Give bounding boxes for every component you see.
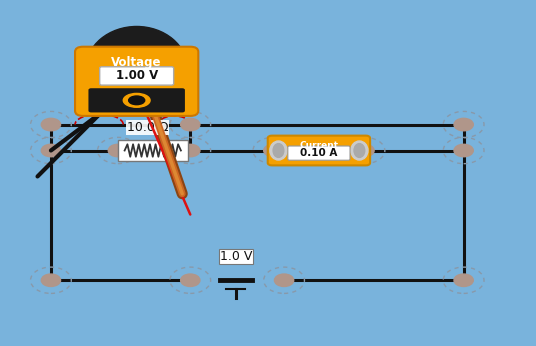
Circle shape: [181, 118, 200, 131]
Circle shape: [108, 144, 128, 157]
Circle shape: [454, 274, 473, 286]
Text: 10.0 Ω: 10.0 Ω: [126, 121, 168, 134]
FancyBboxPatch shape: [88, 88, 185, 112]
Ellipse shape: [86, 27, 188, 112]
Circle shape: [454, 118, 473, 131]
Ellipse shape: [351, 141, 368, 160]
FancyBboxPatch shape: [267, 136, 370, 165]
Text: 1.00 V: 1.00 V: [116, 69, 158, 82]
FancyBboxPatch shape: [100, 67, 174, 85]
Bar: [91, 52, 182, 69]
Ellipse shape: [123, 93, 150, 107]
Text: 0.10 A: 0.10 A: [300, 148, 338, 158]
FancyBboxPatch shape: [288, 146, 350, 160]
Circle shape: [454, 144, 473, 157]
Circle shape: [181, 144, 200, 157]
Text: Voltage: Voltage: [111, 56, 162, 69]
Circle shape: [41, 144, 61, 157]
Ellipse shape: [270, 141, 287, 160]
Ellipse shape: [273, 144, 284, 157]
Circle shape: [274, 274, 294, 286]
FancyBboxPatch shape: [117, 140, 188, 161]
Ellipse shape: [129, 96, 145, 104]
FancyBboxPatch shape: [75, 47, 198, 116]
Circle shape: [264, 144, 283, 157]
Circle shape: [41, 118, 61, 131]
Circle shape: [41, 274, 61, 286]
Circle shape: [355, 144, 374, 157]
Text: Current: Current: [300, 141, 338, 150]
Ellipse shape: [354, 144, 364, 157]
Text: 1.0 V: 1.0 V: [220, 250, 252, 263]
Circle shape: [181, 274, 200, 286]
